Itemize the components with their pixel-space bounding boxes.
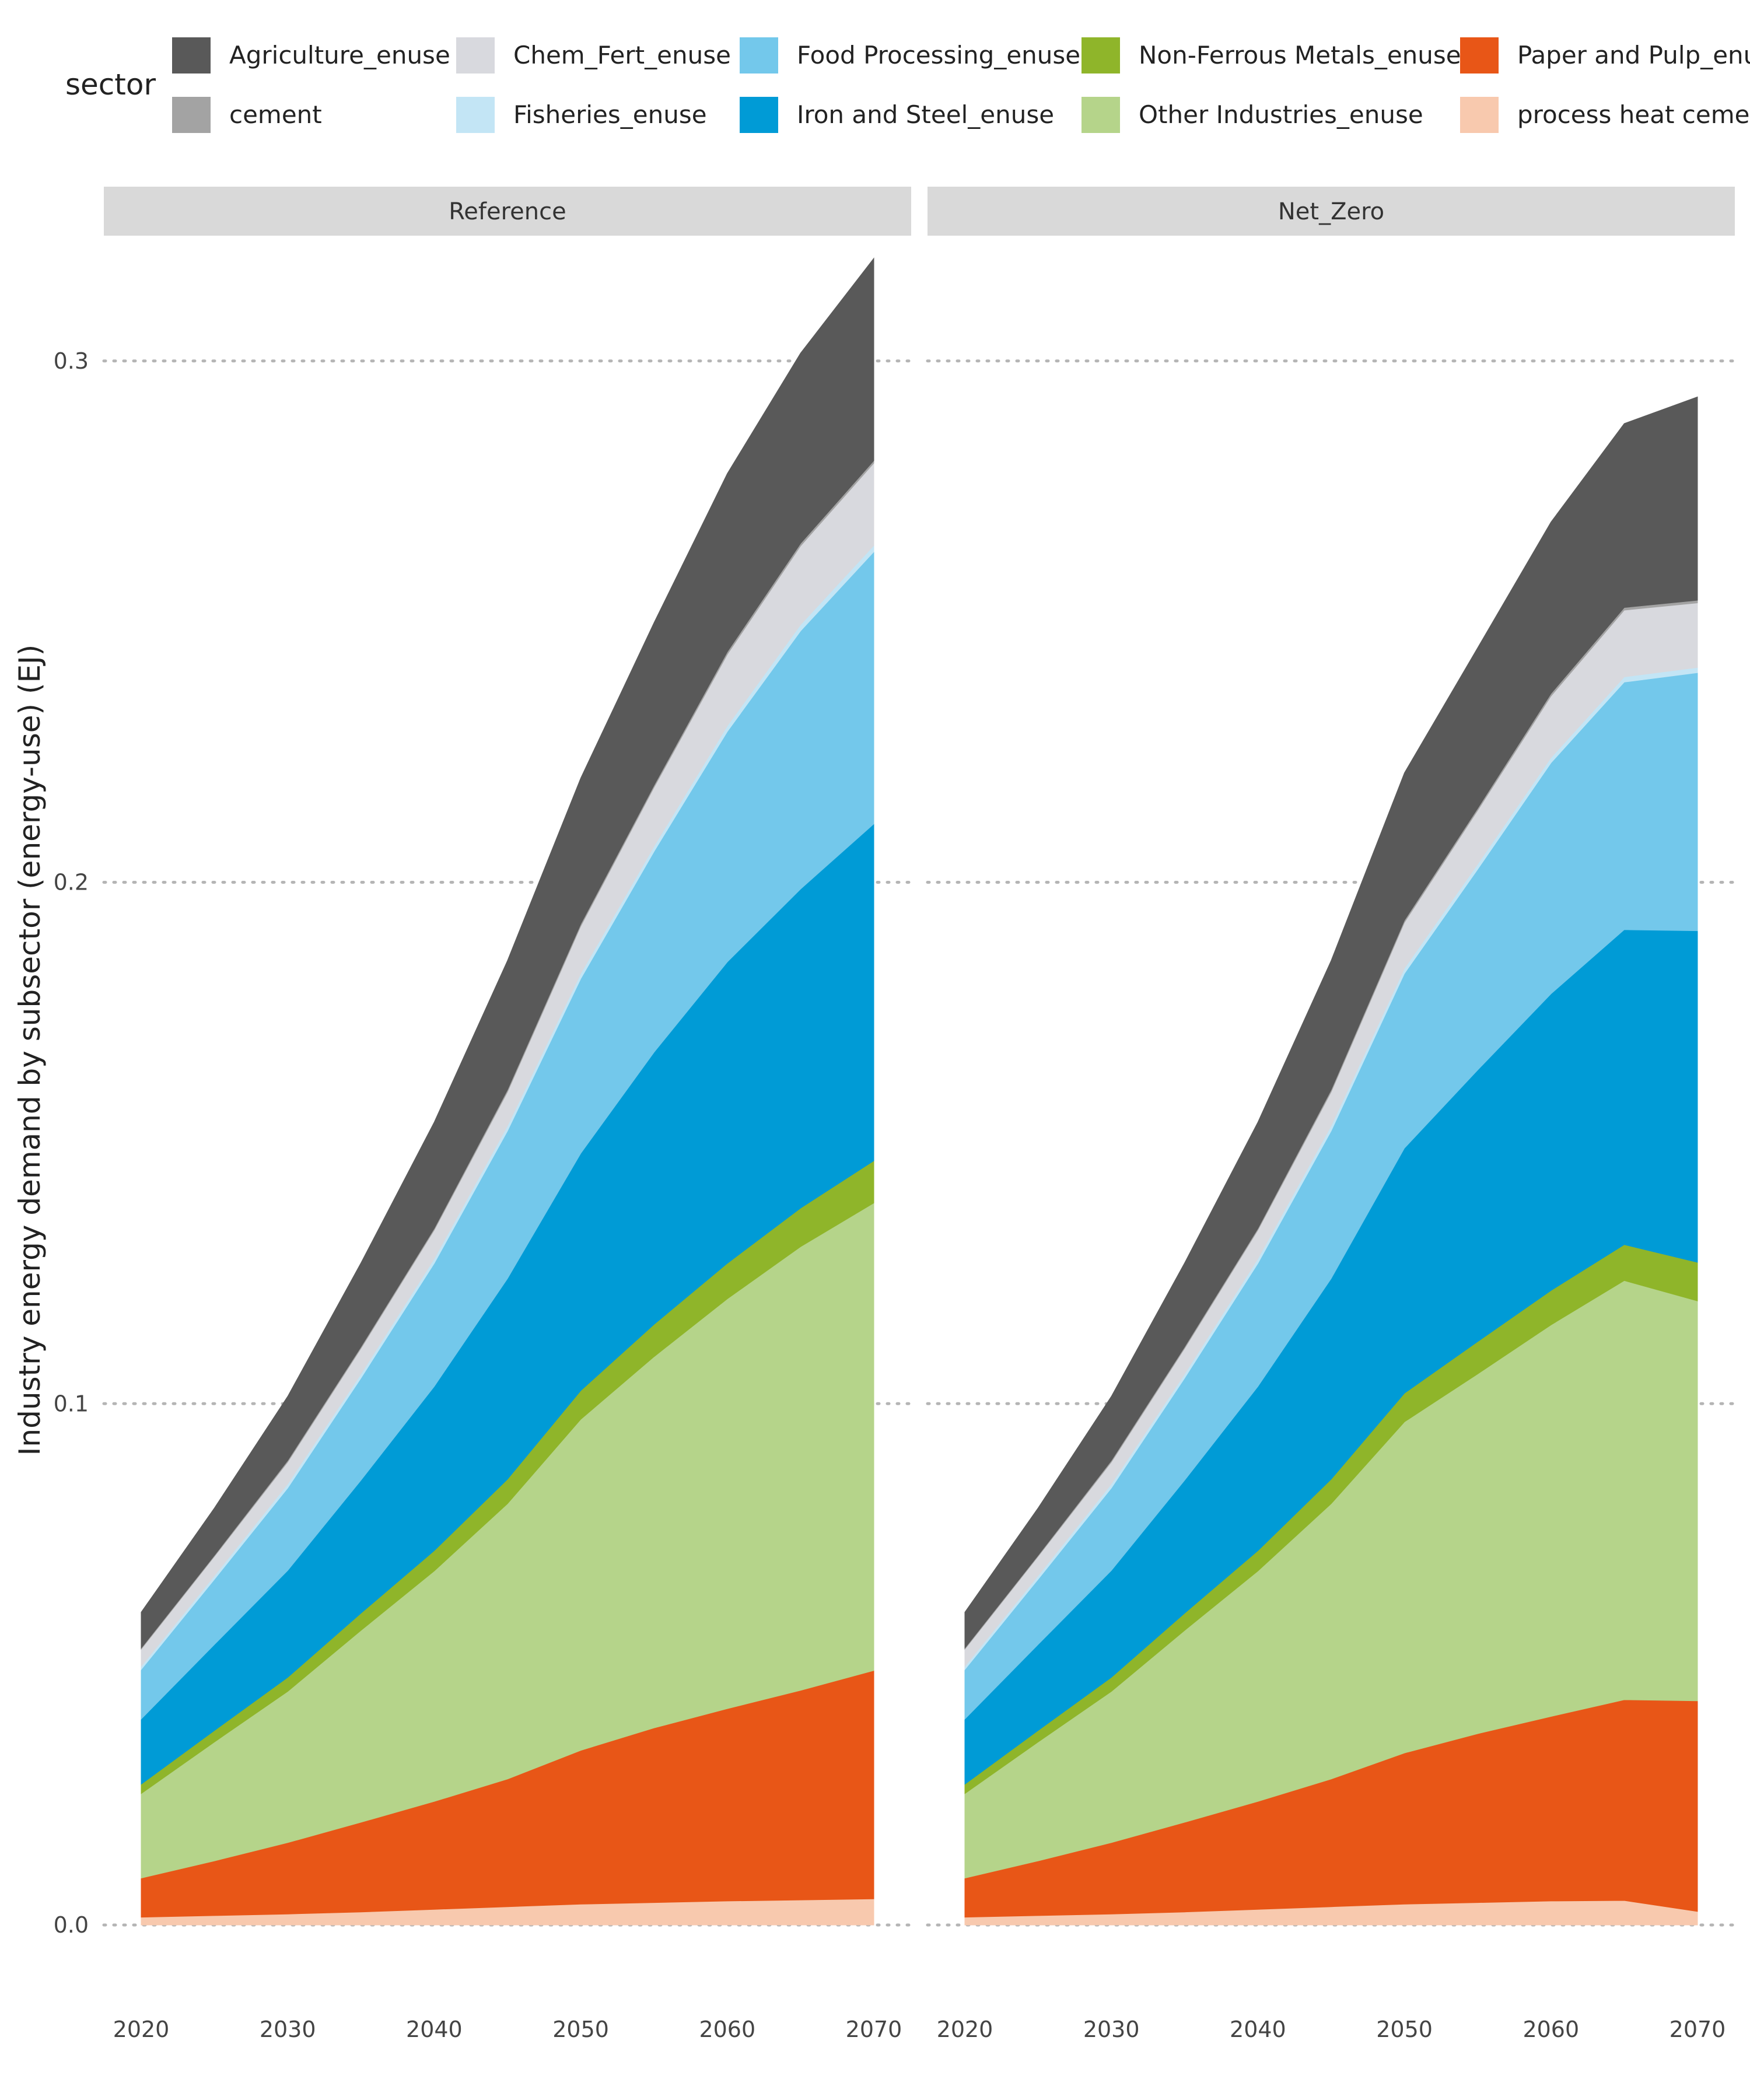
- legend-item-agriculture-enuse: Agriculture_enuse: [172, 37, 450, 74]
- legend-label-food-processing-enuse: Food Processing_enuse: [797, 41, 1080, 69]
- panel-net-zero: Net_Zero 2020 2030 2040 2050 2060 2070: [926, 187, 1737, 2042]
- legend-label-fisheries-enuse: Fisheries_enuse: [513, 100, 707, 129]
- legend-key-iron-and-steel-enuse: [740, 97, 778, 133]
- legend: sector Agriculture_enuse Chem_Fert_enuse F…: [65, 37, 1750, 133]
- legend-item-paper-and-pulp-enuse: Paper and Pulp_enuse: [1460, 37, 1750, 74]
- x-tick-label: 2040: [1230, 2017, 1286, 2042]
- x-tick-label: 2060: [1522, 2017, 1579, 2042]
- x-tick-label: 2020: [113, 2017, 170, 2042]
- legend-key-fisheries-enuse: [456, 97, 495, 133]
- legend-item-cement: cement: [172, 97, 322, 133]
- legend-key-process-heat-cement: [1460, 97, 1499, 133]
- legend-label-cement: cement: [229, 100, 322, 129]
- area-series-group: [964, 396, 1698, 1926]
- x-tick-label: 2020: [937, 2017, 993, 2042]
- legend-label-non-ferrous-metals-enuse: Non-Ferrous Metals_enuse: [1139, 41, 1461, 69]
- legend-label-agriculture-enuse: Agriculture_enuse: [229, 41, 450, 69]
- legend-item-process-heat-cement: process heat cement: [1460, 97, 1750, 133]
- y-tick-label: 0.1: [54, 1391, 89, 1416]
- panel-strip: [104, 187, 911, 236]
- legend-key-chem-fert-enuse: [456, 37, 495, 74]
- legend-key-food-processing-enuse: [740, 37, 778, 74]
- panel-strip-title: Reference: [449, 198, 566, 225]
- x-tick-label: 2040: [406, 2017, 463, 2042]
- x-tick-label: 2030: [1083, 2017, 1140, 2042]
- legend-label-paper-and-pulp-enuse: Paper and Pulp_enuse: [1517, 41, 1750, 69]
- legend-key-cement: [172, 97, 211, 133]
- legend-key-agriculture-enuse: [172, 37, 211, 74]
- area-agriculture-enuse: [964, 396, 1698, 1649]
- legend-item-other-industries-enuse: Other Industries_enuse: [1082, 97, 1423, 133]
- y-tick-label: 0.2: [54, 870, 89, 895]
- panel-reference: Reference 2020 2030 2040 2050 2060 2070: [102, 187, 913, 2042]
- legend-title: sector: [65, 68, 156, 102]
- legend-label-chem-fert-enuse: Chem_Fert_enuse: [513, 41, 731, 69]
- panel-strip-title: Net_Zero: [1278, 198, 1384, 225]
- x-tick-label: 2050: [1376, 2017, 1433, 2042]
- legend-label-other-industries-enuse: Other Industries_enuse: [1139, 100, 1423, 129]
- legend-label-process-heat-cement: process heat cement: [1517, 100, 1750, 129]
- area-agriculture-enuse: [141, 257, 874, 1649]
- legend-key-non-ferrous-metals-enuse: [1082, 37, 1120, 74]
- legend-key-other-industries-enuse: [1082, 97, 1120, 133]
- area-series-group: [141, 257, 874, 1926]
- panel-strip: [928, 187, 1735, 236]
- x-tick-label: 2030: [260, 2017, 316, 2042]
- legend-item-fisheries-enuse: Fisheries_enuse: [456, 97, 707, 133]
- x-tick-label: 2050: [552, 2017, 609, 2042]
- y-axis-ticks: 0.0 0.1 0.2 0.3: [54, 348, 89, 1938]
- x-tick-label: 2070: [846, 2017, 902, 2042]
- legend-item-iron-and-steel-enuse: Iron and Steel_enuse: [740, 97, 1054, 133]
- legend-item-non-ferrous-metals-enuse: Non-Ferrous Metals_enuse: [1082, 37, 1461, 74]
- x-tick-label: 2070: [1670, 2017, 1726, 2042]
- legend-items: Agriculture_enuse Chem_Fert_enuse Food Pro…: [172, 37, 1750, 133]
- legend-key-paper-and-pulp-enuse: [1460, 37, 1499, 74]
- y-axis-title: Industry energy demand by subsector (ene…: [13, 645, 47, 1456]
- y-tick-label: 0.3: [54, 348, 89, 374]
- y-tick-label: 0.0: [54, 1912, 89, 1938]
- legend-item-food-processing-enuse: Food Processing_enuse: [740, 37, 1080, 74]
- x-tick-label: 2060: [699, 2017, 755, 2042]
- legend-label-iron-and-steel-enuse: Iron and Steel_enuse: [797, 100, 1054, 129]
- legend-item-chem-fert-enuse: Chem_Fert_enuse: [456, 37, 731, 74]
